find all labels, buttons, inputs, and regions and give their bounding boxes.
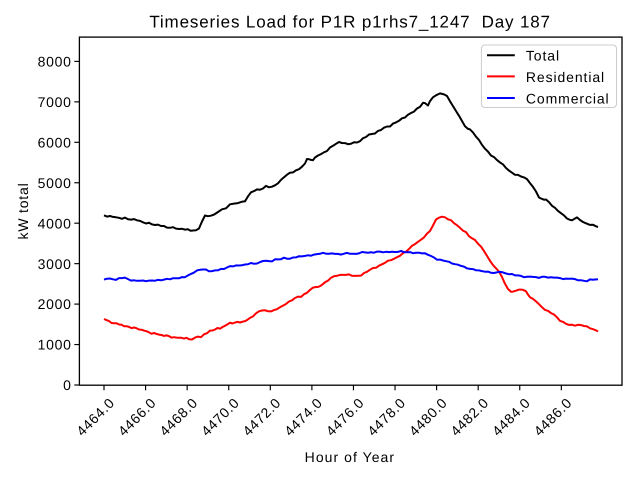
svg-text:1000: 1000 xyxy=(38,337,72,353)
svg-text:6000: 6000 xyxy=(38,134,72,150)
svg-text:2000: 2000 xyxy=(38,296,72,312)
svg-text:4000: 4000 xyxy=(38,215,72,231)
svg-text:0: 0 xyxy=(63,377,72,393)
svg-text:kW total: kW total xyxy=(15,183,31,240)
svg-text:Commercial: Commercial xyxy=(526,90,610,106)
svg-text:Residential: Residential xyxy=(526,69,605,85)
svg-text:Total: Total xyxy=(526,48,560,64)
svg-text:Hour of Year: Hour of Year xyxy=(305,449,395,465)
svg-text:7000: 7000 xyxy=(38,94,72,110)
svg-text:Timeseries Load for P1R p1rhs7: Timeseries Load for P1R p1rhs7_1247 Day … xyxy=(149,13,551,32)
svg-text:5000: 5000 xyxy=(38,175,72,191)
svg-text:3000: 3000 xyxy=(38,256,72,272)
svg-text:8000: 8000 xyxy=(38,54,72,70)
